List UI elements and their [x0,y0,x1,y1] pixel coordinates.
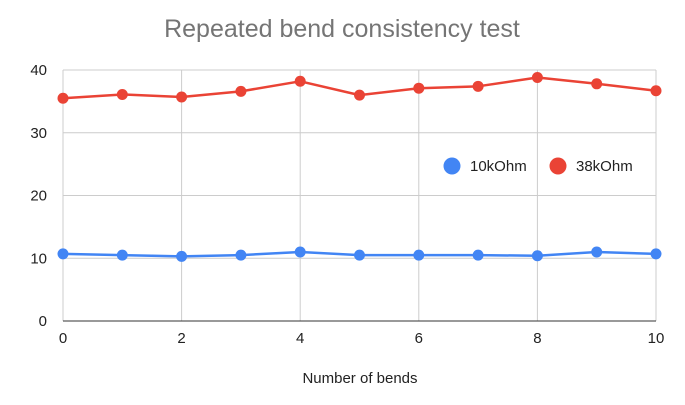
x-tick-label: 0 [59,330,67,347]
x-tick-label: 10 [648,330,665,347]
data-point-10kohm [650,248,662,260]
legend-marker-38kohm [549,157,567,175]
data-point-10kohm [591,246,603,258]
x-tick-label: 6 [415,330,423,347]
legend-label-38kohm: 38kOhm [576,158,633,175]
data-point-38kohm [176,91,188,103]
chart-title: Repeated bend consistency test [164,15,520,43]
x-tick-label: 2 [177,330,185,347]
data-point-38kohm [413,82,425,94]
grid [62,69,657,321]
data-point-10kohm [472,249,484,261]
data-point-10kohm [413,249,425,261]
data-point-38kohm [591,78,603,90]
x-tick-label: 4 [296,330,304,347]
axes: 0 10 20 30 40 0 2 4 6 8 10 [30,62,664,347]
data-point-38kohm [354,89,365,101]
series-38kohm [57,72,662,104]
series-10kohm [57,246,662,262]
y-tick-label: 20 [30,188,47,205]
data-point-10kohm [294,246,306,258]
y-tick-label: 0 [39,313,47,330]
series-lines [57,72,662,262]
legend-label-10kohm: 10kOhm [470,158,527,175]
data-point-10kohm [235,249,247,261]
data-point-38kohm [57,92,69,104]
y-tick-label: 30 [30,125,47,142]
data-point-10kohm [57,248,69,260]
y-tick-label: 40 [30,62,47,79]
legend: 10kOhm 38kOhm [443,157,633,175]
data-point-38kohm [650,85,662,97]
data-point-10kohm [176,250,188,262]
y-tick-label: 10 [30,250,47,267]
legend-marker-10kohm [443,157,461,175]
data-point-10kohm [116,249,128,261]
data-point-38kohm [294,75,306,87]
data-point-10kohm [531,250,543,262]
x-tick-label: 8 [533,330,541,347]
x-axis-title: Number of bends [302,370,417,387]
data-point-10kohm [354,249,365,261]
data-point-38kohm [472,80,484,92]
data-point-38kohm [531,72,543,84]
data-point-38kohm [116,88,128,100]
data-point-38kohm [235,85,247,97]
